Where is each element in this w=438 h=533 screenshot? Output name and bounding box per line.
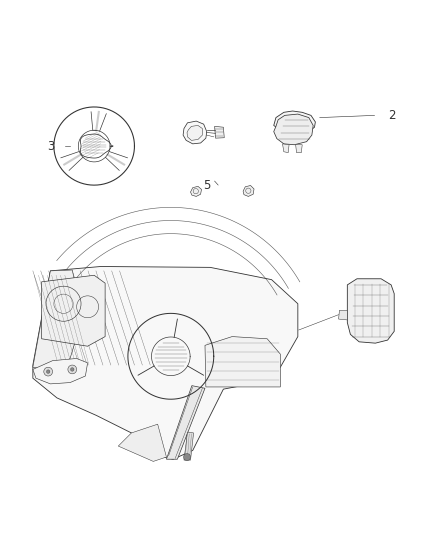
- Polygon shape: [33, 266, 298, 459]
- Text: 5: 5: [203, 179, 210, 191]
- Polygon shape: [274, 111, 315, 133]
- Text: 3: 3: [47, 140, 54, 152]
- Polygon shape: [339, 310, 347, 320]
- Polygon shape: [274, 114, 313, 145]
- Circle shape: [71, 368, 74, 371]
- Polygon shape: [283, 144, 289, 152]
- Polygon shape: [191, 187, 201, 197]
- Polygon shape: [184, 432, 194, 460]
- Text: 2: 2: [388, 109, 396, 122]
- Polygon shape: [118, 424, 166, 462]
- Polygon shape: [187, 125, 202, 140]
- Polygon shape: [347, 279, 394, 343]
- Polygon shape: [243, 185, 254, 197]
- Polygon shape: [33, 359, 88, 384]
- Circle shape: [112, 146, 113, 147]
- Polygon shape: [166, 386, 205, 459]
- Circle shape: [44, 367, 53, 376]
- Circle shape: [68, 365, 77, 374]
- Polygon shape: [183, 121, 207, 144]
- Polygon shape: [215, 126, 224, 138]
- Polygon shape: [205, 336, 280, 387]
- Polygon shape: [33, 270, 79, 372]
- Circle shape: [46, 370, 50, 374]
- Polygon shape: [296, 145, 302, 152]
- Circle shape: [184, 454, 191, 461]
- Polygon shape: [42, 275, 105, 346]
